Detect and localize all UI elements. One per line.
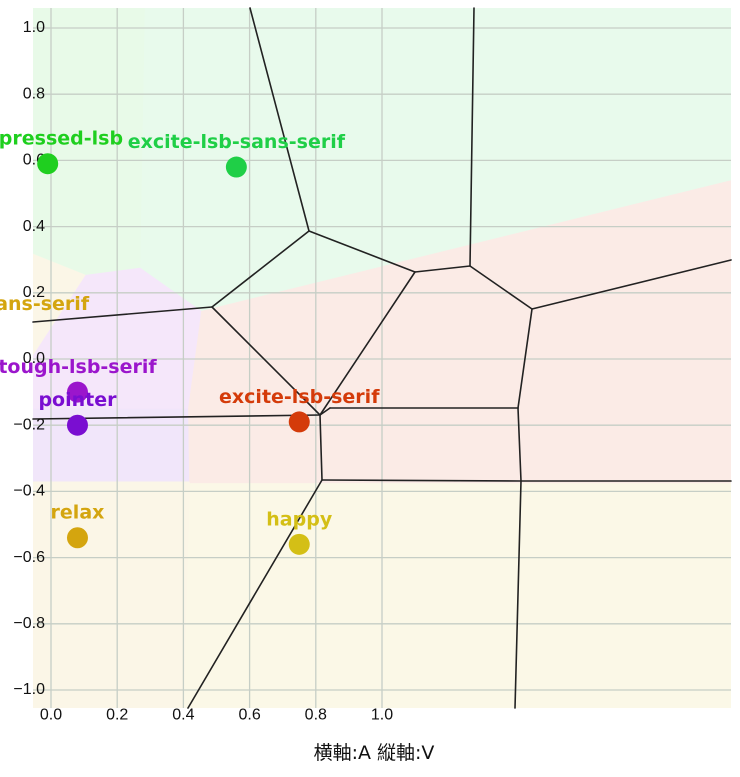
region-happy (183, 483, 731, 708)
y-tick-label: 1.0 (23, 19, 45, 36)
region-excite-lsb-sans-serif (140, 8, 731, 311)
point-relax (66, 527, 88, 549)
point-excite-lsb-serif (288, 411, 310, 433)
point-label-relax: relax (51, 502, 105, 524)
x-tick-label: 0.4 (172, 706, 194, 723)
voronoi-edge-6 (211, 230, 310, 308)
x-tick-label: 1.0 (371, 706, 393, 723)
point-depressed-lsb (37, 153, 59, 175)
voronoi-edge-4 (469, 265, 533, 310)
voronoi-regions (33, 8, 732, 708)
point-label-tough-lsb-sans-serif: tough-lsb-sans-serif (0, 293, 90, 315)
voronoi-edge-9 (319, 271, 416, 416)
voronoi-edge-13 (517, 407, 522, 482)
voronoi-edge-1 (469, 7, 475, 267)
x-tick-label: 0.0 (40, 706, 62, 723)
region-excite-lsb-serif (188, 180, 732, 484)
x-tick-label: −0.2 (0, 706, 1, 723)
point-excite-lsb-sans-serif (225, 156, 247, 178)
grid-lines (33, 8, 731, 708)
y-tick-label: 0.0 (23, 350, 45, 367)
x-tick-label: 0.2 (106, 706, 128, 723)
y-tick-label: −0.2 (13, 416, 45, 433)
point-happy (288, 533, 310, 555)
x-tick-label: 0.8 (305, 706, 327, 723)
voronoi-edge-2 (308, 230, 416, 273)
voronoi-edge-16 (319, 414, 323, 481)
data-points: cycledepressed-lsbexcite-lsb-sans-serift… (0, 128, 380, 555)
point-label-tough-lsb-serif: tough-lsb-serif (0, 356, 157, 378)
voronoi-edge-8 (211, 306, 321, 416)
x-axis-label: 横軸:A 縦軸:V (314, 742, 435, 764)
y-tick-label: −0.4 (13, 483, 45, 500)
y-tick-label: −0.8 (13, 615, 45, 632)
point-label-depressed-lsb: depressed-lsb (0, 128, 123, 150)
voronoi-edge-5 (531, 259, 732, 310)
point-label-pointer: pointer (38, 389, 117, 411)
y-tick-label: 0.8 (23, 85, 45, 102)
point-tough-lsb-serif (66, 381, 88, 403)
voronoi-edge-10 (319, 407, 331, 416)
point-label-excite-lsb-sans-serif: excite-lsb-sans-serif (128, 131, 346, 153)
voronoi-edge-19 (514, 480, 522, 709)
y-tick-label: −0.6 (13, 549, 45, 566)
y-tick-label: 0.2 (23, 284, 45, 301)
region-tough-lsb-sans-serif (33, 253, 86, 356)
voronoi-edge-0 (249, 7, 310, 232)
region-pointer (33, 408, 190, 482)
x-tick-label: 0.6 (238, 706, 260, 723)
voronoi-edge-18 (187, 479, 323, 709)
voronoi-edge-3 (414, 265, 471, 273)
voronoi-edge-7 (32, 306, 213, 323)
y-tick-label: −1.0 (13, 681, 45, 698)
point-label-happy: happy (266, 508, 333, 530)
y-tick-label: 0.4 (23, 218, 45, 235)
point-pointer (66, 414, 88, 436)
voronoi-edge-12 (517, 308, 533, 409)
voronoi-edge-17 (321, 479, 522, 482)
voronoi-edges (32, 7, 732, 709)
point-label-excite-lsb-serif: excite-lsb-serif (219, 386, 380, 408)
